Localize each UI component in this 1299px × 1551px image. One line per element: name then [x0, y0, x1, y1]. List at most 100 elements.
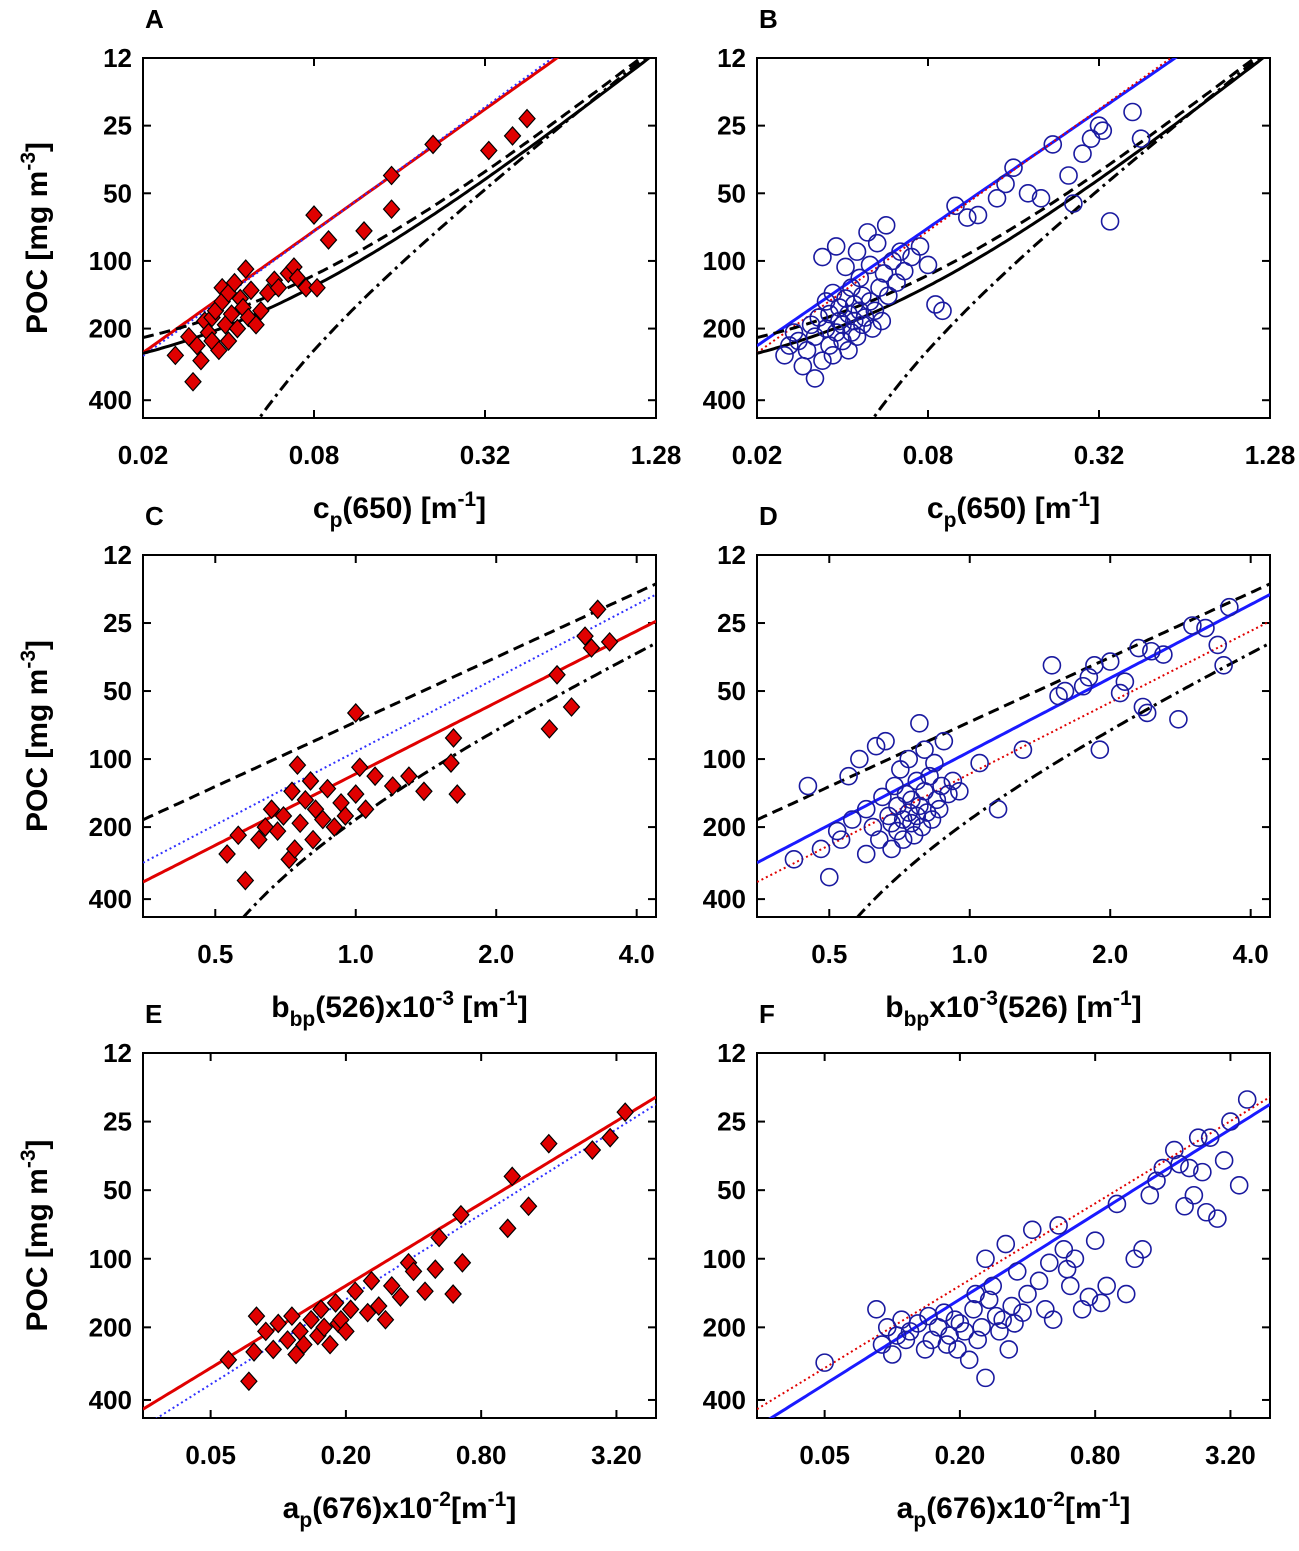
data-point	[219, 1349, 238, 1370]
data-point	[308, 277, 326, 298]
data-point	[955, 1322, 974, 1341]
data-point	[987, 188, 1007, 208]
x-tick-label: 4.0	[1233, 939, 1269, 969]
line-fit	[143, 1095, 656, 1411]
data-point	[245, 1342, 263, 1362]
data-point	[925, 753, 944, 773]
x-axis-label: ap(676)x10-2[m-1]	[897, 1488, 1131, 1532]
data-point	[1197, 1202, 1216, 1222]
line-reference-blue	[155, 1103, 656, 1418]
data-point	[305, 205, 323, 225]
data-point	[1018, 183, 1038, 203]
data-point	[225, 272, 244, 293]
x-tick-label: 0.32	[460, 440, 511, 470]
data-point	[863, 817, 883, 837]
x-axis-label: cp(650) [m-1]	[927, 488, 1100, 532]
data-point	[218, 844, 236, 864]
data-point	[879, 286, 898, 306]
data-point	[798, 776, 818, 796]
x-tick-label: 0.80	[456, 1440, 507, 1470]
data-point	[1002, 1296, 1021, 1316]
data-point	[296, 789, 315, 810]
data-point	[874, 264, 894, 283]
data-point	[1073, 676, 1093, 696]
y-tick-label: 400	[89, 1385, 132, 1415]
data-point	[1123, 102, 1142, 122]
x-tick-label: 0.02	[732, 440, 783, 470]
data-point	[283, 1306, 301, 1327]
x-tick-label: 1.0	[338, 939, 374, 969]
data-point	[1110, 683, 1130, 703]
x-tick-label: 1.0	[952, 939, 988, 969]
data-point	[933, 301, 952, 321]
data-point	[1183, 616, 1202, 635]
data-point	[1079, 668, 1099, 687]
data-point	[882, 1345, 902, 1364]
data-point	[893, 830, 913, 849]
data-point	[970, 753, 989, 773]
data-point	[1180, 1158, 1199, 1178]
data-point	[336, 806, 355, 826]
line-reference-dashdot	[257, 58, 647, 418]
data-point	[1214, 655, 1233, 675]
data-point	[268, 821, 287, 841]
panel-letter: E	[145, 999, 162, 1029]
data-point	[350, 757, 369, 778]
data-point	[899, 803, 919, 822]
data-point	[946, 196, 965, 216]
axes-frame	[142, 1052, 657, 1419]
data-point	[847, 327, 867, 347]
data-point	[945, 1310, 965, 1330]
data-point	[582, 638, 601, 658]
data-point	[1043, 135, 1063, 154]
data-point	[452, 1204, 470, 1225]
data-point	[1013, 740, 1033, 760]
data-point	[1196, 618, 1215, 638]
data-point	[210, 340, 228, 361]
y-tick-label: 400	[89, 385, 132, 415]
data-point	[1208, 1209, 1227, 1228]
panel-d: D 400 200 100 50 25 12 0.5 1.0 2.0 4.0 bbpx10-3(526…	[703, 501, 1271, 1031]
data-point	[479, 140, 498, 161]
data-point	[1188, 1128, 1208, 1147]
data-point	[1097, 1276, 1116, 1296]
panel-letter: D	[759, 501, 778, 531]
data-point	[805, 369, 825, 388]
data-point	[891, 242, 910, 261]
data-point	[1040, 1253, 1059, 1273]
data-point	[1043, 1310, 1063, 1330]
x-tick-label: 2.0	[478, 939, 514, 969]
data-point	[222, 304, 241, 324]
panel-letter: B	[759, 4, 778, 34]
data-point	[813, 351, 832, 370]
data-point	[192, 350, 210, 371]
data-point	[188, 335, 206, 356]
panel-letter: A	[145, 4, 164, 34]
data-point	[1060, 1276, 1080, 1296]
x-tick-label: 0.5	[811, 939, 847, 969]
data-point	[1220, 597, 1239, 617]
data-point	[1175, 1196, 1194, 1216]
data-point	[784, 323, 804, 342]
data-point	[853, 315, 872, 335]
data-point	[1193, 1162, 1212, 1182]
data-point	[264, 1339, 283, 1360]
data-point	[907, 806, 927, 826]
data-point	[896, 1330, 916, 1350]
y-tick-label: 25	[103, 111, 132, 141]
y-tick-label: 200	[703, 812, 746, 842]
data-point	[358, 1302, 377, 1323]
data-point	[999, 1340, 1019, 1359]
data-point	[518, 108, 536, 129]
data-point	[382, 199, 401, 220]
data-point	[346, 703, 365, 723]
x-tick-label: 0.05	[185, 1440, 236, 1470]
data-point	[1170, 1154, 1189, 1174]
y-tick-label: 200	[89, 812, 132, 842]
line-fit	[143, 619, 656, 884]
x-tick-label: 1.28	[1245, 440, 1296, 470]
data-point	[1072, 1299, 1092, 1319]
data-point	[1081, 129, 1101, 148]
data-point	[820, 304, 839, 324]
data-point	[1142, 641, 1161, 661]
